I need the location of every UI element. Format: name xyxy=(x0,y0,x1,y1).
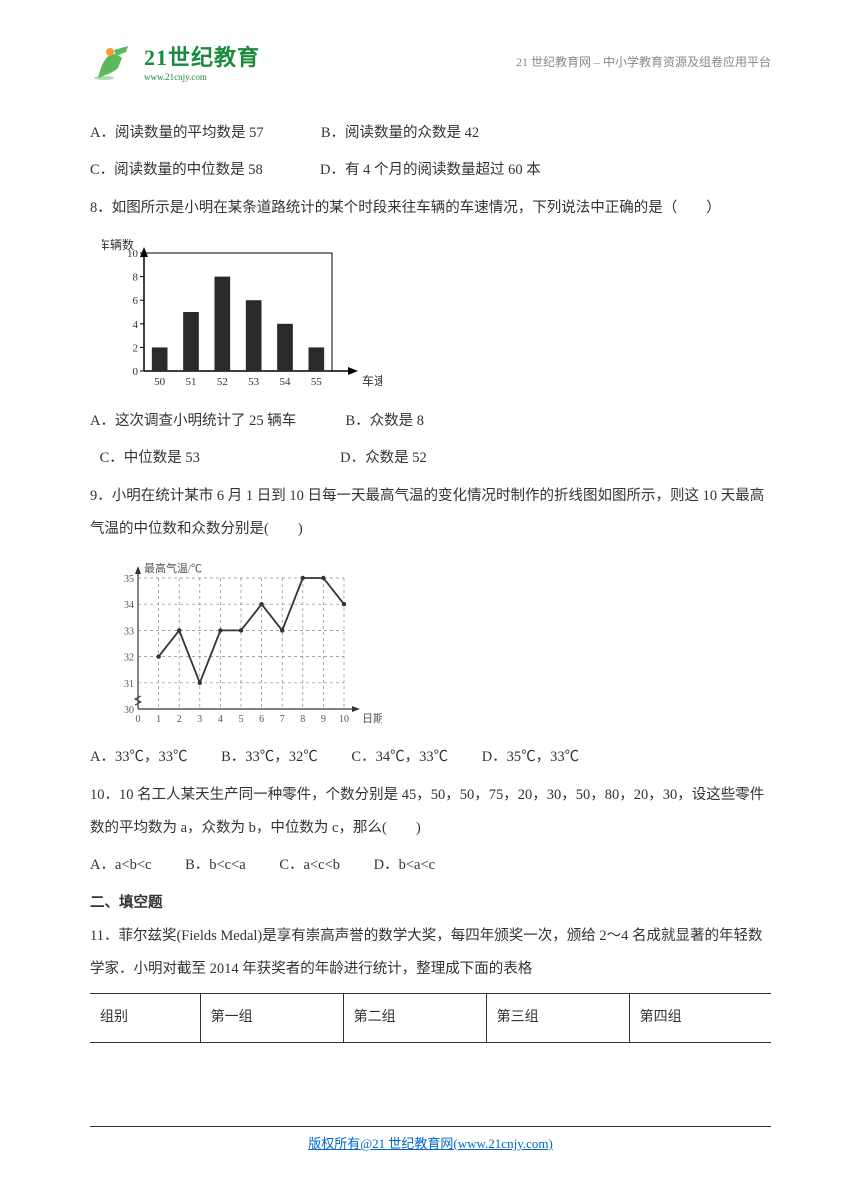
svg-text:6: 6 xyxy=(259,714,264,725)
svg-text:10: 10 xyxy=(127,248,139,260)
q9-options: A．33℃，33℃ B．33℃，32℃ C．34℃，33℃ D．35℃，33℃ xyxy=(90,741,771,774)
svg-text:10: 10 xyxy=(339,714,349,725)
svg-text:33: 33 xyxy=(124,627,134,638)
q10-option-c: C．a<c<b xyxy=(279,849,340,882)
svg-text:车速: 车速 xyxy=(362,373,382,388)
svg-text:2: 2 xyxy=(177,714,182,725)
svg-text:54: 54 xyxy=(280,376,292,388)
svg-text:5: 5 xyxy=(239,714,244,725)
table-row: 组别 第一组 第二组 第三组 第四组 xyxy=(90,993,771,1042)
q9-option-d: D．35℃，33℃ xyxy=(482,741,579,774)
header-right-text: 21 世纪教育网 – 中小学教育资源及组卷应用平台 xyxy=(516,53,771,70)
svg-text:9: 9 xyxy=(321,714,326,725)
svg-text:2: 2 xyxy=(133,342,139,354)
svg-text:4: 4 xyxy=(218,714,223,725)
svg-text:8: 8 xyxy=(300,714,305,725)
q8-option-b: B．众数是 8 xyxy=(345,405,424,438)
logo-area: 21世纪教育 www.21cnjy.com xyxy=(90,40,260,82)
svg-text:34: 34 xyxy=(124,601,134,612)
q7-option-a: A．阅读数量的平均数是 57 xyxy=(90,117,264,150)
q10-option-b: B．b<c<a xyxy=(185,849,246,882)
logo-icon xyxy=(90,40,138,82)
svg-text:51: 51 xyxy=(186,376,197,388)
svg-text:0: 0 xyxy=(133,366,139,378)
svg-text:50: 50 xyxy=(154,376,166,388)
table-cell: 第四组 xyxy=(629,993,771,1042)
line-chart-svg: 最高气温/℃303132333435012345678910日期 xyxy=(102,556,382,731)
q9-option-b: B．33℃，32℃ xyxy=(221,741,318,774)
q7-option-c: C．阅读数量的中位数是 58 xyxy=(90,154,263,187)
table-cell: 第二组 xyxy=(343,993,486,1042)
q8-options-row1: A．这次调查小明统计了 25 辆车 B．众数是 8 xyxy=(90,405,771,438)
footer-text: 版权所有@21 世纪教育网(www.21cnjy.com) xyxy=(0,1133,861,1152)
svg-text:7: 7 xyxy=(280,714,285,725)
q11-text: 11．菲尔兹奖(Fields Medal)是享有崇高声誉的数学大奖，每四年颁奖一… xyxy=(90,920,771,987)
svg-text:4: 4 xyxy=(133,319,139,331)
svg-text:1: 1 xyxy=(156,714,161,725)
table-cell: 组别 xyxy=(90,993,200,1042)
logo-sub-text: www.21cnjy.com xyxy=(144,72,260,82)
q9-chart: 最高气温/℃303132333435012345678910日期 xyxy=(102,556,771,731)
svg-text:日期: 日期 xyxy=(362,712,382,725)
q8-option-d: D．众数是 52 xyxy=(340,442,427,475)
svg-text:35: 35 xyxy=(124,574,134,585)
q9-text: 9．小明在统计某市 6 月 1 日到 10 日每一天最高气温的变化情况时制作的折… xyxy=(90,480,771,547)
q8-chart: 车辆数0246810505152535455车速 xyxy=(102,235,771,395)
svg-text:52: 52 xyxy=(217,376,228,388)
q10-option-a: A．a<b<c xyxy=(90,849,151,882)
table-cell: 第三组 xyxy=(486,993,629,1042)
q8-option-c: C．中位数是 53 xyxy=(100,442,200,475)
svg-text:8: 8 xyxy=(133,272,139,284)
q9-option-c: C．34℃，33℃ xyxy=(351,741,448,774)
svg-text:30: 30 xyxy=(124,705,134,716)
table-cell: 第一组 xyxy=(200,993,343,1042)
q7-options-row1: A．阅读数量的平均数是 57 B．阅读数量的众数是 42 xyxy=(90,117,771,150)
svg-text:6: 6 xyxy=(133,295,139,307)
svg-text:32: 32 xyxy=(124,653,134,664)
footer-divider xyxy=(90,1126,771,1127)
q10-text: 10．10 名工人某天生产同一种零件，个数分别是 45，50，50，75，20，… xyxy=(90,779,771,846)
svg-text:31: 31 xyxy=(124,679,134,690)
q8-options-row2: C．中位数是 53 D．众数是 52 xyxy=(90,442,771,475)
q7-option-d: D．有 4 个月的阅读数量超过 60 本 xyxy=(320,154,541,187)
svg-text:0: 0 xyxy=(136,714,141,725)
q8-option-a: A．这次调查小明统计了 25 辆车 xyxy=(90,405,296,438)
svg-text:53: 53 xyxy=(248,376,260,388)
logo-text-block: 21世纪教育 www.21cnjy.com xyxy=(144,40,260,82)
section-2-header: 二、填空题 xyxy=(90,887,771,920)
q9-option-a: A．33℃，33℃ xyxy=(90,741,187,774)
q7-option-b: B．阅读数量的众数是 42 xyxy=(321,117,479,150)
logo-main-text: 21世纪教育 xyxy=(144,40,260,72)
svg-text:最高气温/℃: 最高气温/℃ xyxy=(144,561,202,575)
page-header: 21世纪教育 www.21cnjy.com 21 世纪教育网 – 中小学教育资源… xyxy=(90,40,771,82)
svg-text:3: 3 xyxy=(197,714,202,725)
svg-text:55: 55 xyxy=(311,376,323,388)
q8-text: 8．如图所示是小明在某条道路统计的某个时段来往车辆的车速情况，下列说法中正确的是… xyxy=(90,192,771,225)
bar-chart-svg: 车辆数0246810505152535455车速 xyxy=(102,235,382,395)
q7-options-row2: C．阅读数量的中位数是 58 D．有 4 个月的阅读数量超过 60 本 xyxy=(90,154,771,187)
q10-options: A．a<b<c B．b<c<a C．a<c<b D．b<a<c xyxy=(90,849,771,882)
q11-table: 组别 第一组 第二组 第三组 第四组 xyxy=(90,993,771,1043)
q10-option-d: D．b<a<c xyxy=(374,849,435,882)
